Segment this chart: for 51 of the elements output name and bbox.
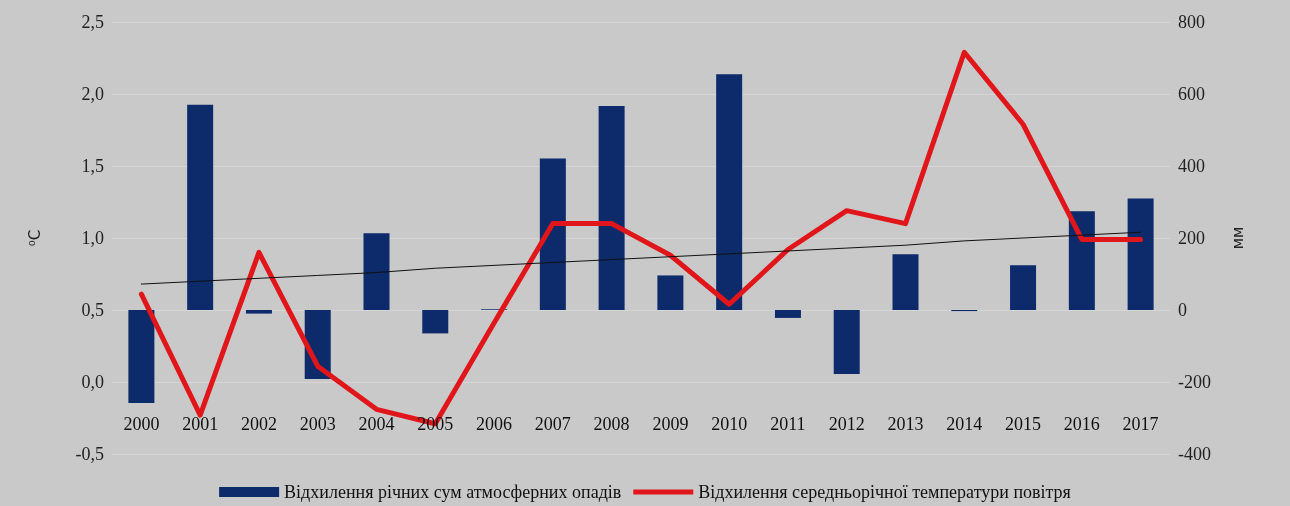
y-tick-label: 0,5 bbox=[81, 300, 104, 320]
y2-tick-label: 600 bbox=[1178, 84, 1205, 104]
x-tick-label: 2000 bbox=[123, 414, 160, 434]
x-tick-label: 2003 bbox=[299, 414, 336, 434]
x-tick-label: 2002 bbox=[240, 414, 277, 434]
line-series bbox=[140, 231, 1142, 285]
y-tick-label: 1,0 bbox=[81, 228, 104, 248]
bar bbox=[1127, 198, 1154, 310]
bar bbox=[892, 254, 919, 310]
y2-tick-label: 200 bbox=[1178, 228, 1205, 248]
x-tick-label: 2011 bbox=[770, 414, 806, 434]
x-tick-label: 2010 bbox=[711, 414, 748, 434]
y-axis-title: ⁰C bbox=[25, 229, 44, 247]
bar bbox=[657, 275, 684, 310]
x-tick-label: 2016 bbox=[1063, 414, 1100, 434]
bar bbox=[774, 310, 801, 318]
legend-label: Відхилення річних сум атмосферних опадів bbox=[284, 482, 622, 502]
x-tick-label: 2012 bbox=[828, 414, 865, 434]
y2-tick-label: 0 bbox=[1178, 300, 1187, 320]
bar bbox=[833, 310, 860, 375]
y2-tick-label: -200 bbox=[1178, 372, 1211, 392]
x-tick-label: 2013 bbox=[887, 414, 924, 434]
x-tick-label: 2006 bbox=[476, 414, 513, 434]
y-tick-label: 0,0 bbox=[81, 372, 104, 392]
y-tick-label: 2,5 bbox=[81, 12, 104, 32]
y2-axis-title: мм bbox=[1228, 226, 1247, 250]
bar bbox=[128, 310, 155, 403]
y-tick-label: 2,0 bbox=[81, 84, 104, 104]
bar bbox=[539, 158, 566, 310]
bar bbox=[245, 310, 272, 314]
x-tick-label: 2009 bbox=[652, 414, 689, 434]
bar bbox=[187, 104, 214, 310]
bar bbox=[716, 74, 743, 310]
bar bbox=[1010, 265, 1037, 310]
bar bbox=[363, 233, 390, 310]
y2-tick-label: 800 bbox=[1178, 12, 1205, 32]
y2-tick-label: -400 bbox=[1178, 444, 1211, 464]
x-tick-label: 2001 bbox=[182, 414, 219, 434]
x-tick-label: 2017 bbox=[1122, 414, 1159, 434]
x-tick-label: 2008 bbox=[593, 414, 630, 434]
bar bbox=[598, 105, 625, 310]
y-tick-label: -0,5 bbox=[75, 444, 104, 464]
y-tick-label: 1,5 bbox=[81, 156, 104, 176]
x-tick-label: 2014 bbox=[946, 414, 983, 434]
legend-label: Відхилення середньорічної температури повітря bbox=[698, 482, 1071, 502]
x-tick-label: 2004 bbox=[358, 414, 395, 434]
x-tick-label: 2015 bbox=[1005, 414, 1042, 434]
bar bbox=[1068, 211, 1095, 310]
x-tick-label: 2007 bbox=[534, 414, 571, 434]
bar bbox=[422, 310, 449, 334]
y2-tick-label: 400 bbox=[1178, 156, 1205, 176]
